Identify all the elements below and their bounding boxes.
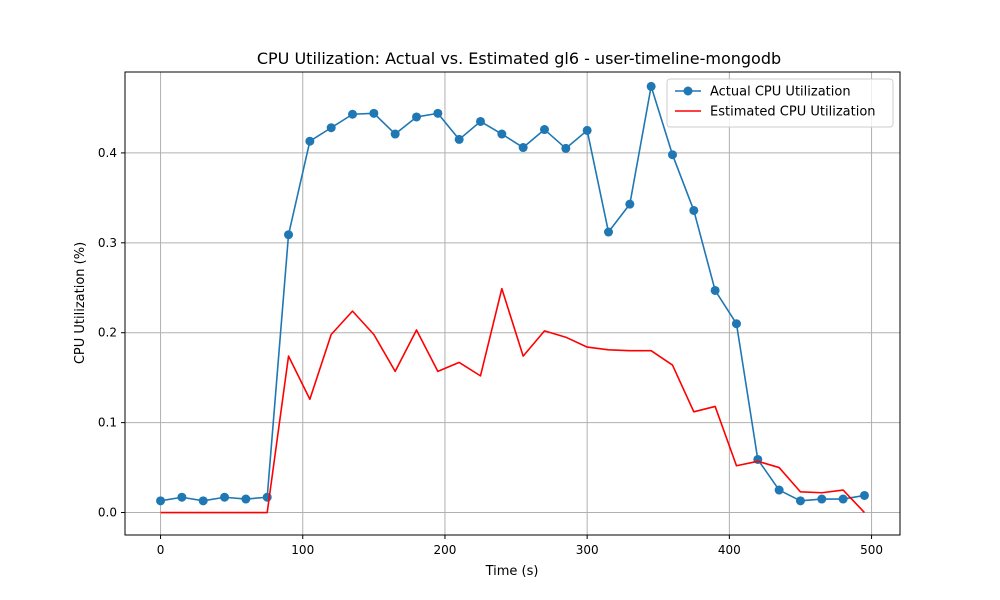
actual-data-point bbox=[454, 134, 464, 144]
actual-data-point bbox=[390, 129, 400, 139]
actual-data-point bbox=[220, 492, 230, 502]
actual-data-point bbox=[603, 227, 613, 237]
legend-estimated-label: Estimated CPU Utilization bbox=[710, 105, 876, 120]
chart-title: CPU Utilization: Actual vs. Estimated gl… bbox=[257, 49, 781, 68]
actual-data-point bbox=[689, 205, 699, 215]
actual-series-line bbox=[160, 85, 865, 502]
x-tick-label: 300 bbox=[576, 543, 599, 557]
x-tick-label: 100 bbox=[291, 543, 314, 557]
actual-data-point bbox=[177, 492, 187, 502]
actual-data-point bbox=[731, 319, 741, 329]
estimated-series-line bbox=[160, 287, 866, 514]
x-tick-label: 0 bbox=[157, 543, 165, 557]
y-tick-label: 0.4 bbox=[98, 146, 117, 160]
actual-data-point bbox=[710, 285, 720, 295]
x-axis-label: Time (s) bbox=[485, 564, 539, 579]
actual-data-point bbox=[817, 494, 827, 504]
legend-actual-label: Actual CPU Utilization bbox=[710, 85, 851, 100]
y-tick-label: 0.0 bbox=[98, 506, 117, 520]
actual-data-point bbox=[348, 109, 358, 119]
actual-data-point bbox=[795, 496, 805, 506]
actual-data-point bbox=[582, 125, 592, 135]
x-tick-label: 400 bbox=[718, 543, 741, 557]
legend: Actual CPU Utilization Estimated CPU Util… bbox=[666, 78, 894, 128]
actual-data-point bbox=[326, 123, 336, 133]
y-tick-label: 0.1 bbox=[98, 416, 117, 430]
actual-data-point bbox=[241, 494, 251, 504]
y-tick-label: 0.2 bbox=[98, 326, 117, 340]
x-tick-label: 200 bbox=[434, 543, 457, 557]
actual-data-point bbox=[156, 496, 166, 506]
grid bbox=[125, 72, 900, 535]
actual-data-point bbox=[561, 143, 571, 153]
actual-data-point bbox=[369, 108, 379, 118]
legend-box bbox=[666, 78, 894, 128]
plot-frame bbox=[124, 71, 901, 536]
actual-data-point bbox=[539, 125, 549, 135]
actual-data-point bbox=[646, 81, 656, 91]
actual-data-point bbox=[859, 490, 869, 500]
actual-data-point bbox=[838, 494, 848, 504]
actual-data-point bbox=[518, 143, 528, 153]
actual-data-point bbox=[433, 108, 443, 118]
actual-data-point bbox=[476, 116, 486, 126]
actual-data-point bbox=[497, 129, 507, 139]
actual-data-point bbox=[774, 485, 784, 495]
legend-actual-marker bbox=[683, 86, 693, 96]
x-tick-label: 500 bbox=[860, 543, 883, 557]
actual-data-point bbox=[412, 112, 422, 122]
actual-data-point bbox=[284, 230, 294, 240]
y-axis-label: CPU Utilization (%) bbox=[73, 242, 88, 364]
actual-data-point bbox=[667, 150, 677, 160]
y-tick-label: 0.3 bbox=[98, 236, 117, 250]
actual-data-point bbox=[198, 496, 208, 506]
actual-data-point bbox=[305, 136, 315, 146]
series-layer bbox=[156, 81, 869, 514]
ticks: 0 100 200 300 400 500 0.0 0.1 0.2 0.3 0.4 bbox=[98, 146, 883, 557]
actual-data-point bbox=[625, 199, 635, 209]
